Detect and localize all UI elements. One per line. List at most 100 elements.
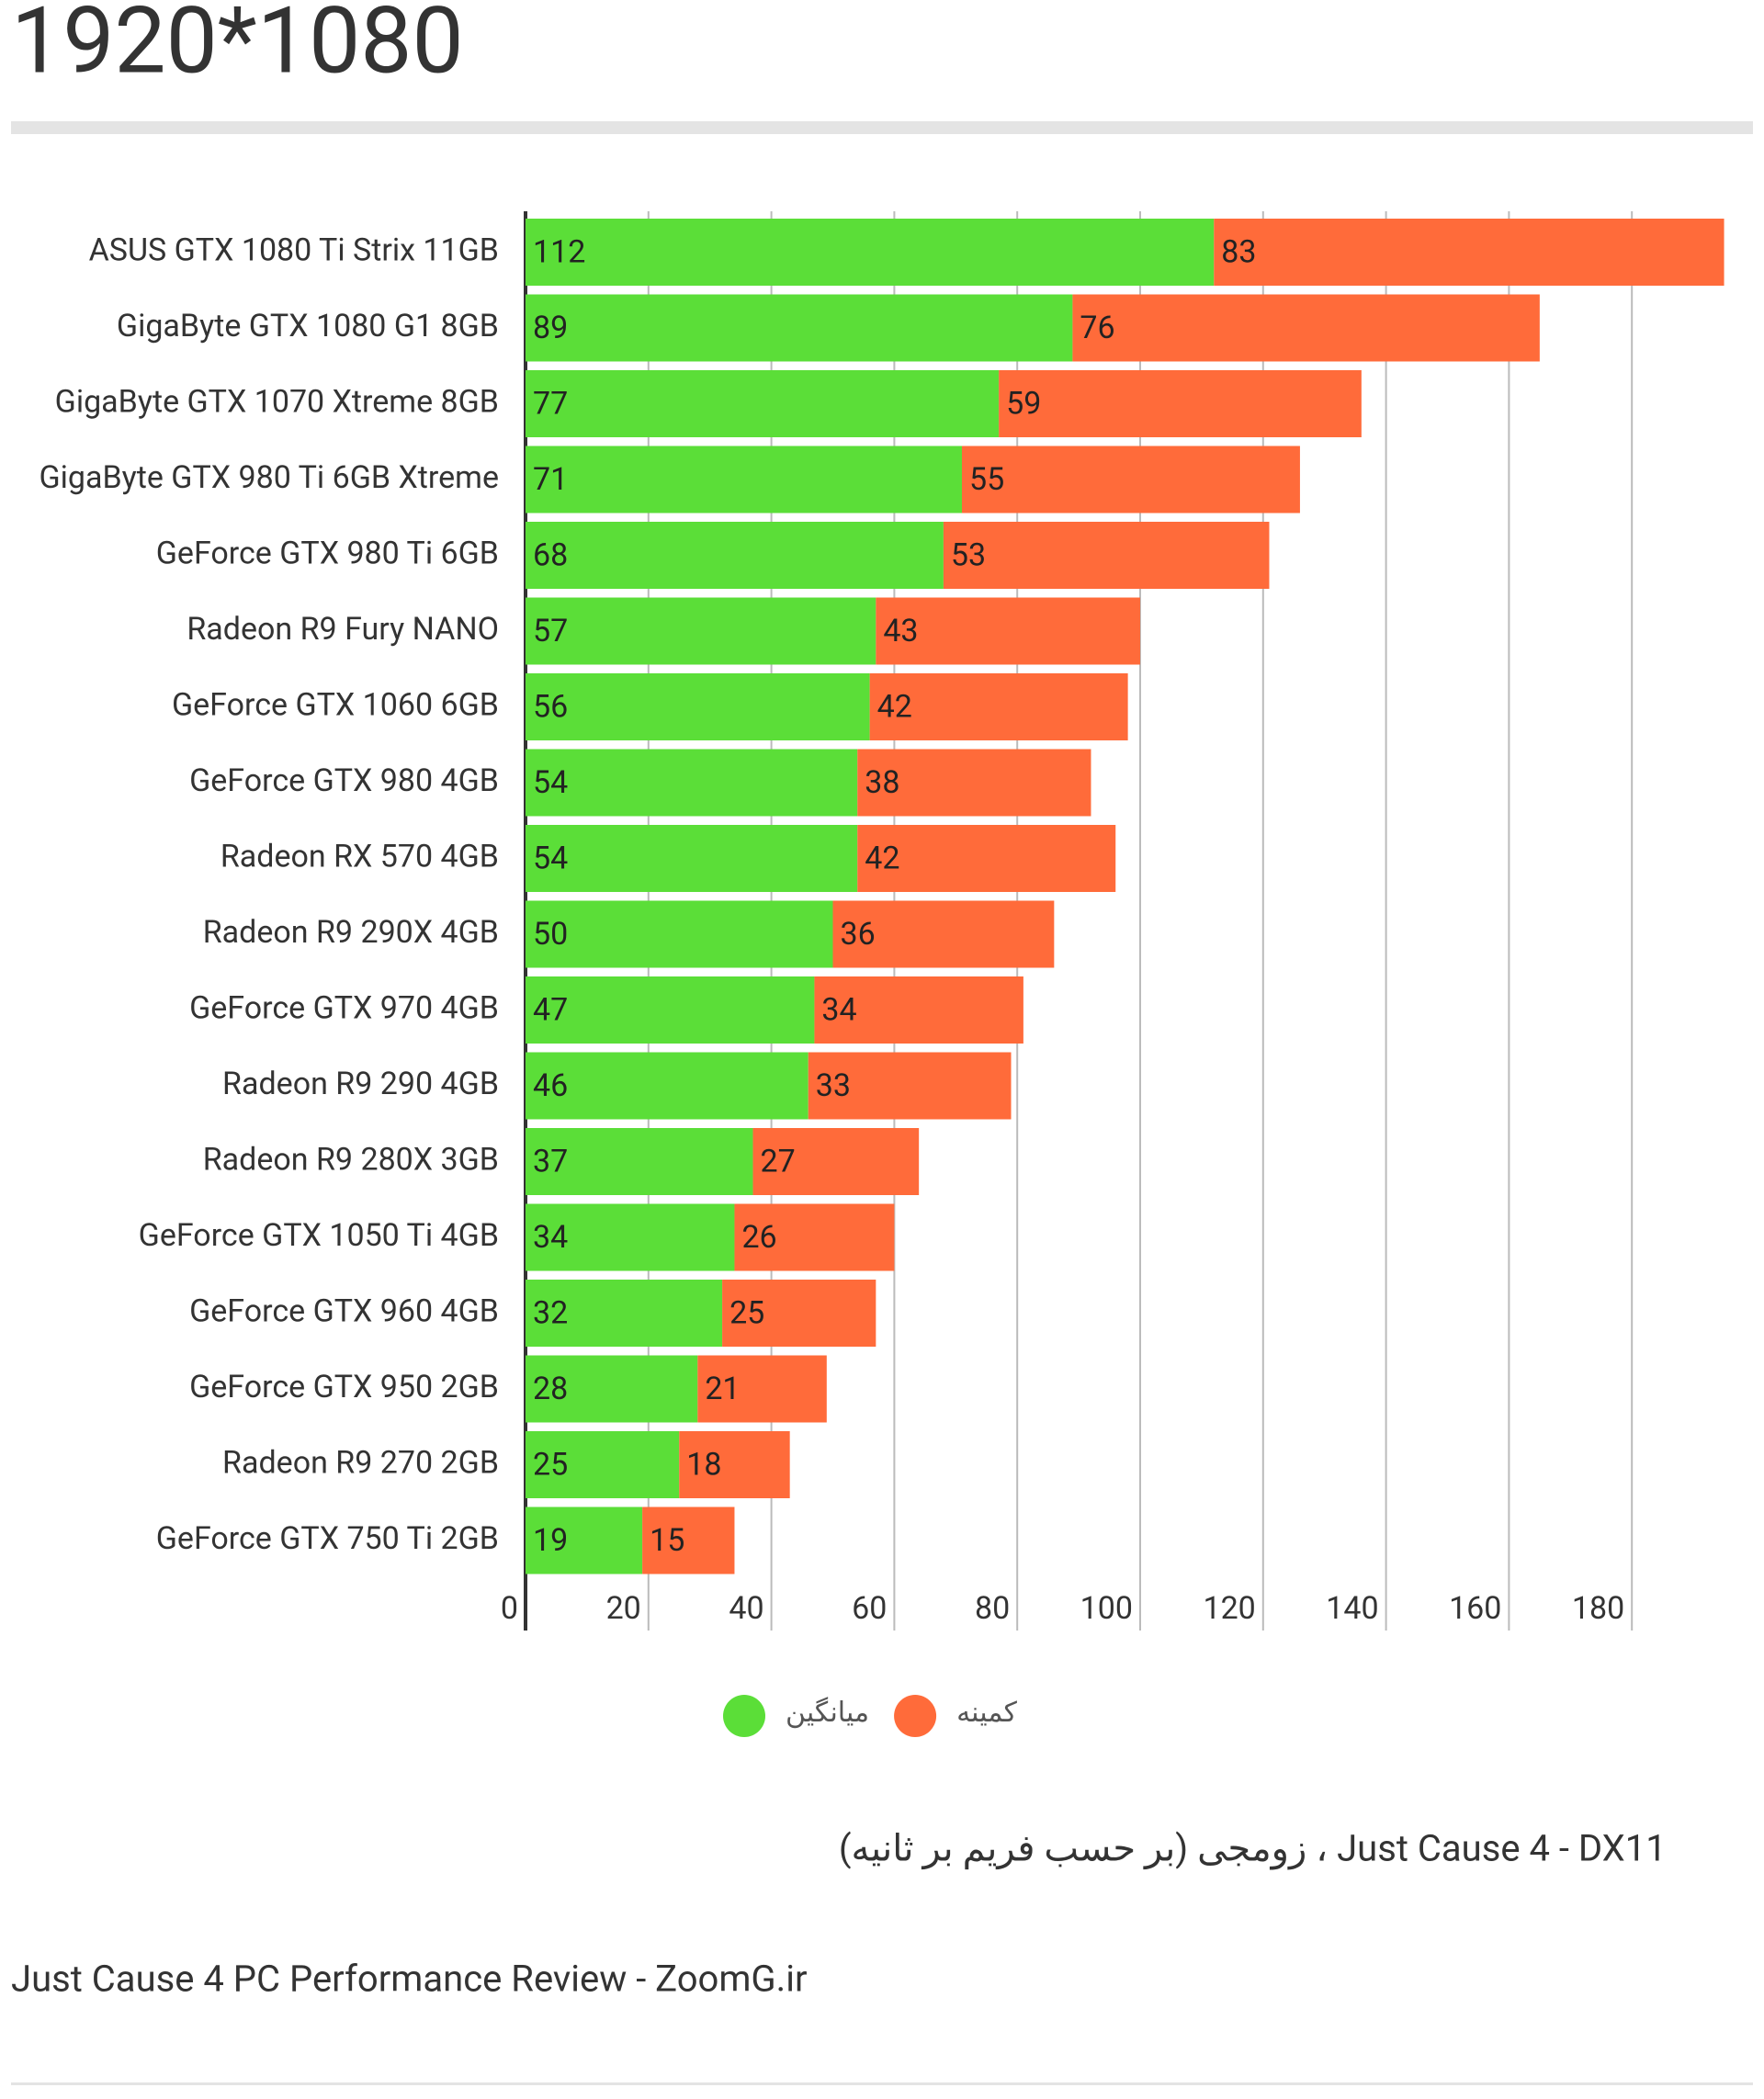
y-tick-label: GeForce GTX 970 4GB xyxy=(189,989,499,1026)
bar-segment xyxy=(526,1128,753,1195)
value-label: 53 xyxy=(951,536,986,573)
value-label: 112 xyxy=(533,233,585,270)
value-label: 19 xyxy=(533,1522,568,1559)
bar-segment xyxy=(526,1203,735,1271)
bar-segment xyxy=(526,1431,680,1498)
legend-label: کمینه xyxy=(956,1697,1018,1729)
value-label: 28 xyxy=(533,1371,568,1407)
x-tick-label: 80 xyxy=(975,1590,1010,1627)
bar-segment xyxy=(526,294,1073,362)
value-label: 50 xyxy=(533,916,568,953)
y-tick-label: GeForce GTX 960 4GB xyxy=(189,1292,499,1329)
bar-segment xyxy=(943,522,1270,589)
bar-segment xyxy=(526,1355,698,1423)
value-label: 37 xyxy=(533,1143,568,1179)
bar-segment xyxy=(679,1431,790,1498)
bar-segment xyxy=(526,1280,723,1347)
value-label: 34 xyxy=(533,1219,568,1256)
bar-segment xyxy=(526,1507,643,1574)
value-label: 32 xyxy=(533,1294,568,1331)
bar-segment xyxy=(1072,294,1540,362)
value-label: 54 xyxy=(533,764,568,801)
y-tick-label: GeForce GTX 1060 6GB xyxy=(172,686,499,723)
legend-label: میانگین xyxy=(786,1697,869,1729)
chart-subtitle: Just Cause 4 - DX11 ، زومجی (بر حسب فریم… xyxy=(839,1827,1667,1870)
x-tick-label: 100 xyxy=(1080,1590,1133,1627)
x-tick-label: 60 xyxy=(852,1590,887,1627)
bar-segment xyxy=(526,446,962,513)
y-tick-label: GigaByte GTX 1080 G1 8GB xyxy=(117,308,499,344)
y-tick-label: GigaByte GTX 1070 Xtreme 8GB xyxy=(55,383,499,420)
bar-segment xyxy=(1214,219,1724,286)
x-tick-label: 20 xyxy=(606,1590,641,1627)
value-label: 54 xyxy=(533,840,568,876)
bar-segment xyxy=(642,1507,735,1574)
legend-marker xyxy=(723,1695,765,1737)
chart-caption: Just Cause 4 PC Performance Review - Zoo… xyxy=(11,1958,808,2001)
bar-segment xyxy=(526,597,876,665)
bar-segment xyxy=(857,749,1091,817)
value-label: 38 xyxy=(865,764,899,801)
y-tick-label: GeForce GTX 750 Ti 2GB xyxy=(156,1520,499,1557)
bar-segment xyxy=(999,370,1362,437)
divider xyxy=(11,121,1753,134)
bar-segment xyxy=(526,673,870,740)
x-tick-label: 160 xyxy=(1449,1590,1501,1627)
value-label: 77 xyxy=(533,385,568,422)
bar-segment xyxy=(526,749,858,817)
x-tick-label: 120 xyxy=(1203,1590,1255,1627)
bar-segment xyxy=(697,1355,827,1423)
x-tick-label: 140 xyxy=(1326,1590,1378,1627)
bar-segment xyxy=(526,370,1000,437)
bar-segment xyxy=(857,825,1116,892)
value-label: 46 xyxy=(533,1067,568,1104)
value-label: 47 xyxy=(533,991,568,1028)
y-tick-label: GeForce GTX 980 4GB xyxy=(189,762,499,799)
bar-segment xyxy=(814,976,1023,1044)
y-tick-label: GigaByte GTX 980 Ti 6GB Xtreme xyxy=(39,459,499,496)
y-tick-label: Radeon R9 290X 4GB xyxy=(203,914,499,951)
value-label: 15 xyxy=(650,1522,684,1559)
bar-segment xyxy=(722,1280,876,1347)
bar-segment xyxy=(526,976,815,1044)
bar-segment xyxy=(734,1203,895,1271)
bar-segment xyxy=(526,900,833,968)
bar-segment xyxy=(752,1128,920,1195)
value-label: 43 xyxy=(883,613,918,649)
value-label: 89 xyxy=(533,310,568,346)
value-label: 59 xyxy=(1006,385,1041,422)
value-label: 27 xyxy=(761,1143,796,1179)
value-label: 71 xyxy=(533,461,568,498)
value-label: 26 xyxy=(741,1219,776,1256)
bar-segment xyxy=(526,1052,808,1120)
y-tick-label: GeForce GTX 1050 Ti 4GB xyxy=(139,1217,499,1254)
chart-title: 1920*1080 xyxy=(11,0,464,95)
x-tick-label: 0 xyxy=(501,1590,518,1627)
value-label: 57 xyxy=(533,613,568,649)
bar-segment xyxy=(808,1052,1012,1120)
x-tick-label: 40 xyxy=(729,1590,763,1627)
value-label: 55 xyxy=(969,461,1004,498)
bar-segment xyxy=(832,900,1055,968)
y-tick-label: Radeon R9 270 2GB xyxy=(222,1444,499,1481)
y-tick-label: Radeon RX 570 4GB xyxy=(220,838,499,875)
bar-segment xyxy=(961,446,1300,513)
y-tick-label: ASUS GTX 1080 Ti Strix 11GB xyxy=(89,231,499,268)
value-label: 56 xyxy=(533,688,568,725)
x-tick-label: 180 xyxy=(1572,1590,1624,1627)
value-label: 42 xyxy=(865,840,899,876)
bar-segment xyxy=(526,522,944,589)
y-tick-label: Radeon R9 Fury NANO xyxy=(187,611,499,648)
value-label: 25 xyxy=(533,1446,568,1483)
y-tick-label: GeForce GTX 950 2GB xyxy=(189,1369,499,1405)
value-label: 83 xyxy=(1221,233,1256,270)
value-label: 25 xyxy=(729,1294,764,1331)
divider xyxy=(11,2082,1753,2085)
y-tick-label: Radeon R9 290 4GB xyxy=(222,1066,499,1102)
y-tick-label: Radeon R9 280X 3GB xyxy=(203,1141,499,1178)
legend-marker xyxy=(894,1695,937,1737)
value-label: 33 xyxy=(816,1067,851,1104)
value-label: 68 xyxy=(533,536,568,573)
